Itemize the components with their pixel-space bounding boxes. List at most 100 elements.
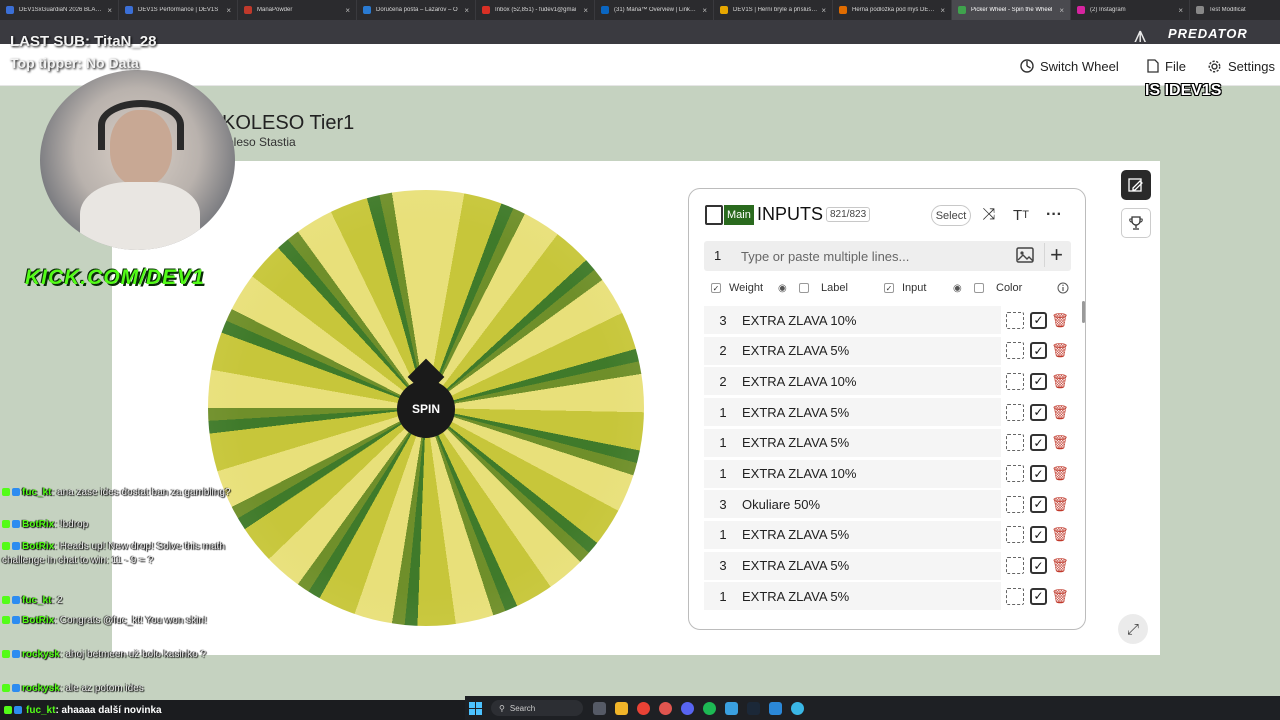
duplicate-icon[interactable] bbox=[1006, 526, 1024, 544]
trash-icon[interactable]: 🗑 bbox=[1051, 403, 1069, 420]
close-tab-icon[interactable]: × bbox=[226, 5, 231, 15]
row-label[interactable]: EXTRA ZLAVA 5% bbox=[742, 404, 850, 420]
input-row[interactable]: 3 EXTRA ZLAVA 10% bbox=[704, 306, 1001, 334]
task-view-icon[interactable] bbox=[593, 701, 606, 715]
edit-wheel-button[interactable] bbox=[1121, 170, 1151, 200]
browser-tab[interactable]: (31) Mana™ Overview | LinkedIn × bbox=[595, 0, 714, 20]
input-checkbox[interactable]: ✓ bbox=[884, 283, 894, 293]
close-tab-icon[interactable]: × bbox=[464, 5, 469, 15]
row-enabled-checkbox[interactable]: ✓ bbox=[1030, 403, 1047, 421]
edge-icon[interactable] bbox=[791, 701, 804, 715]
row-label[interactable]: EXTRA ZLAVA 5% bbox=[742, 558, 850, 574]
close-tab-icon[interactable]: × bbox=[345, 5, 350, 15]
discord-icon[interactable] bbox=[681, 701, 694, 715]
spotify-icon[interactable] bbox=[703, 701, 716, 715]
row-enabled-checkbox[interactable]: ✓ bbox=[1030, 465, 1047, 482]
row-weight[interactable]: 3 bbox=[719, 312, 727, 328]
browser-tab[interactable]: Doručená pošta – Lazarov – O × bbox=[357, 0, 476, 20]
switch-wheel-button[interactable]: Switch Wheel bbox=[1020, 56, 1119, 76]
browser-tab[interactable]: (2) Instagram × bbox=[1071, 0, 1190, 20]
duplicate-icon[interactable] bbox=[1006, 311, 1024, 329]
browser-tab[interactable]: DEV1S Performance | DEV1S × bbox=[119, 0, 238, 20]
duplicate-icon[interactable] bbox=[1006, 587, 1024, 605]
color-checkbox[interactable] bbox=[974, 283, 984, 293]
row-label[interactable]: EXTRA ZLAVA 5% bbox=[742, 435, 850, 451]
row-enabled-checkbox[interactable]: ✓ bbox=[1030, 311, 1047, 329]
color-column-header[interactable]: Color bbox=[974, 281, 1022, 295]
label-visibility-toggle[interactable]: ◉ bbox=[778, 281, 787, 295]
row-enabled-checkbox[interactable]: ✓ bbox=[1030, 342, 1047, 360]
trash-icon[interactable]: 🗑 bbox=[1051, 557, 1069, 574]
steam-icon[interactable] bbox=[747, 701, 760, 715]
row-weight[interactable]: 1 bbox=[719, 404, 727, 420]
input-row[interactable]: 2 EXTRA ZLAVA 10% bbox=[704, 367, 1001, 396]
duplicate-icon[interactable] bbox=[1006, 342, 1024, 360]
opera-icon[interactable] bbox=[659, 701, 672, 715]
input-visibility-toggle[interactable]: ◉ bbox=[953, 281, 962, 295]
trash-icon[interactable]: 🗑 bbox=[1051, 465, 1069, 481]
trash-icon[interactable]: 🗑 bbox=[1051, 526, 1069, 543]
trash-icon[interactable]: 🗑 bbox=[1051, 372, 1069, 389]
input-row[interactable]: 1 EXTRA ZLAVA 5% bbox=[704, 398, 1001, 427]
close-tab-icon[interactable]: × bbox=[940, 5, 945, 15]
row-label[interactable]: Okuliare 50% bbox=[742, 496, 821, 512]
row-enabled-checkbox[interactable]: ✓ bbox=[1030, 587, 1047, 605]
duplicate-icon[interactable] bbox=[1006, 403, 1024, 421]
row-enabled-checkbox[interactable]: ✓ bbox=[1030, 372, 1047, 390]
add-entry-button[interactable]: + bbox=[1044, 242, 1068, 267]
row-label[interactable]: EXTRA ZLAVA 5% bbox=[742, 343, 850, 359]
more-options-icon[interactable]: ··· bbox=[1046, 206, 1062, 223]
input-row[interactable]: 2 EXTRA ZLAVA 5% bbox=[704, 336, 1001, 365]
label-column-header[interactable]: Label bbox=[799, 281, 848, 295]
close-tab-icon[interactable]: × bbox=[583, 5, 588, 15]
duplicate-icon[interactable] bbox=[1006, 372, 1024, 390]
close-tab-icon[interactable]: × bbox=[1059, 5, 1064, 15]
shuffle-icon[interactable]: ⤨ bbox=[982, 206, 996, 223]
row-label[interactable]: EXTRA ZLAVA 5% bbox=[742, 588, 850, 604]
row-weight[interactable]: 3 bbox=[719, 558, 727, 574]
input-column-header[interactable]: ✓ Input bbox=[884, 281, 926, 295]
close-tab-icon[interactable]: × bbox=[107, 5, 112, 15]
taskbar-search[interactable]: ⚲ Search bbox=[491, 700, 583, 716]
input-row[interactable]: 3 Okuliare 50% bbox=[704, 490, 1001, 519]
input-row[interactable]: 1 EXTRA ZLAVA 5% bbox=[704, 520, 1001, 549]
info-icon[interactable] bbox=[1057, 281, 1069, 295]
trash-icon[interactable]: 🗑 bbox=[1051, 495, 1069, 512]
row-enabled-checkbox[interactable]: ✓ bbox=[1030, 434, 1047, 452]
browser-tab[interactable]: DEV1SxGuardiaN 2026 BLACK × bbox=[0, 0, 119, 20]
browser-tab[interactable]: Test Modificat× bbox=[1190, 0, 1280, 20]
row-weight[interactable]: 3 bbox=[719, 496, 727, 512]
browser-tab[interactable]: Picker Wheel - Spin the Wheel × bbox=[952, 0, 1071, 20]
duplicate-icon[interactable] bbox=[1006, 465, 1024, 482]
browser-tab[interactable]: Inbox (52,851) - fudev1@gmai × bbox=[476, 0, 595, 20]
vscode-icon[interactable] bbox=[769, 701, 782, 715]
row-label[interactable]: EXTRA ZLAVA 10% bbox=[742, 373, 857, 389]
row-label[interactable]: EXTRA ZLAVA 10% bbox=[742, 466, 857, 481]
file-explorer-icon[interactable] bbox=[615, 701, 628, 715]
row-weight[interactable]: 2 bbox=[719, 373, 727, 389]
duplicate-icon[interactable] bbox=[1006, 434, 1024, 452]
row-enabled-checkbox[interactable]: ✓ bbox=[1030, 526, 1047, 544]
trash-icon[interactable]: 🗑 bbox=[1051, 434, 1069, 451]
close-tab-icon[interactable]: × bbox=[702, 5, 707, 15]
add-entry-input[interactable] bbox=[741, 246, 1011, 266]
inputs-scrollbar[interactable] bbox=[1082, 301, 1085, 323]
trash-icon[interactable]: 🗑 bbox=[1051, 342, 1069, 359]
close-tab-icon[interactable]: × bbox=[821, 5, 826, 15]
close-tab-icon[interactable]: × bbox=[1178, 5, 1183, 15]
results-button[interactable] bbox=[1121, 208, 1151, 238]
trash-icon[interactable]: 🗑 bbox=[1051, 587, 1069, 604]
browser-tab[interactable]: ManaPowder × bbox=[238, 0, 357, 20]
expand-icon[interactable]: ⤢ bbox=[1118, 614, 1148, 644]
image-icon[interactable] bbox=[1015, 245, 1035, 265]
spin-button[interactable]: SPIN bbox=[397, 380, 455, 438]
windows-start-icon[interactable] bbox=[469, 701, 482, 715]
file-button[interactable]: File bbox=[1147, 56, 1186, 76]
duplicate-icon[interactable] bbox=[1006, 495, 1024, 513]
weight-checkbox[interactable]: ✓ bbox=[711, 283, 721, 293]
input-row[interactable]: 3 EXTRA ZLAVA 5% bbox=[704, 551, 1001, 580]
settings-button[interactable]: Settings bbox=[1207, 56, 1275, 76]
row-weight[interactable]: 1 bbox=[719, 527, 727, 543]
notepad-icon[interactable] bbox=[725, 701, 738, 715]
